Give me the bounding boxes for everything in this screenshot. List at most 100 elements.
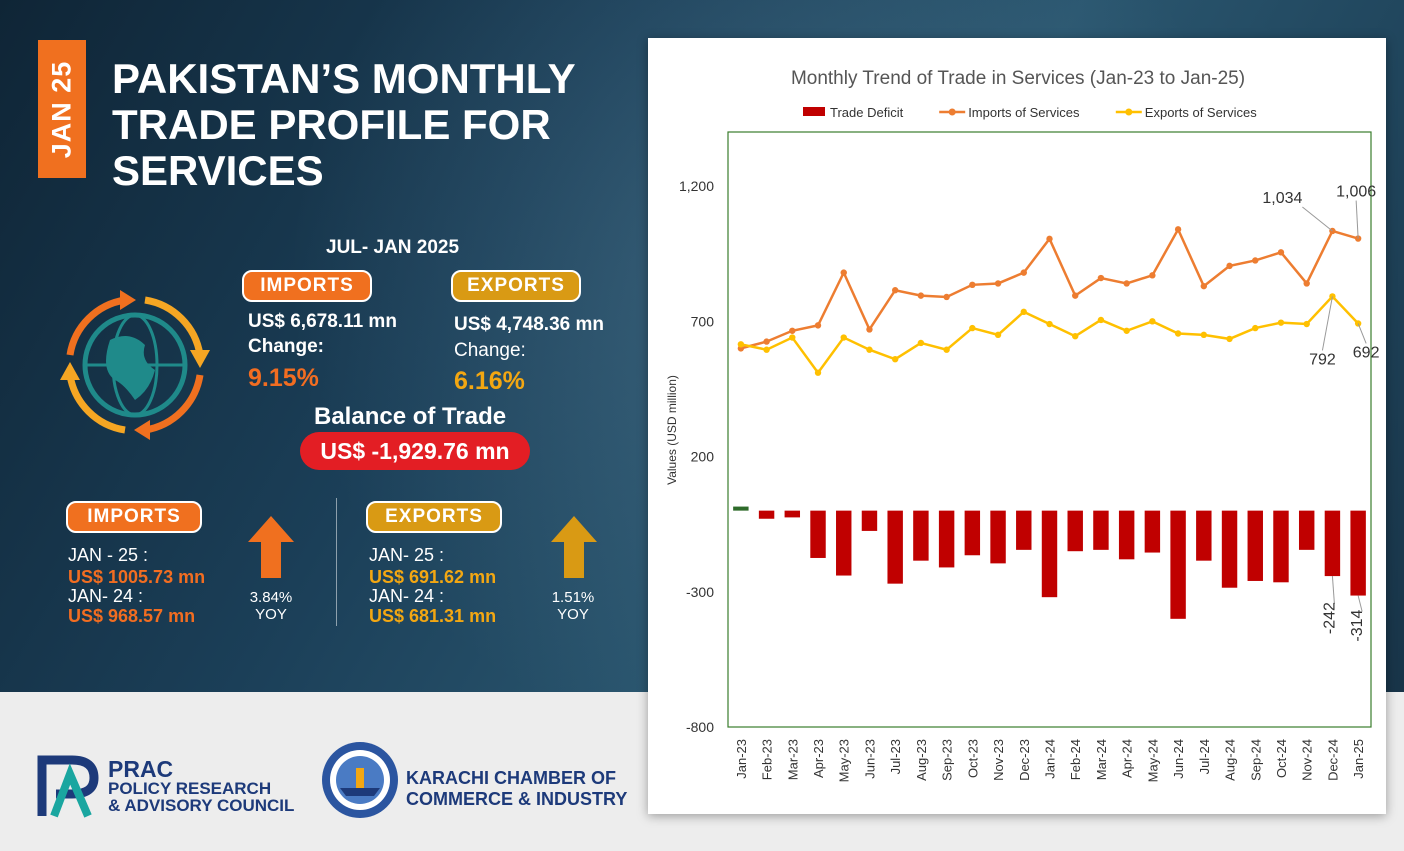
data-labels: 1,034 1,006 792 692 -242 -314	[1262, 184, 1379, 642]
legend-marker	[1125, 108, 1133, 116]
data-point	[1303, 320, 1310, 328]
deficit-bar	[1118, 510, 1135, 560]
yoy-exports-jan25-label: JAN- 25 :	[369, 545, 445, 565]
data-point	[943, 346, 950, 353]
exports-pill: EXPORTS	[451, 270, 581, 302]
data-point	[737, 341, 745, 348]
prac-name: PRAC	[108, 756, 174, 782]
x-tick-labels: Jan-23 Feb-23 Mar-23 Apr-23 May-23 Jun-23 Jul-…	[734, 739, 1366, 782]
data-point	[1046, 235, 1053, 243]
x-tick-label: May-23	[837, 739, 852, 782]
data-point	[1200, 282, 1208, 290]
data-point	[1174, 226, 1182, 233]
data-point	[1123, 327, 1130, 334]
deficit-bar	[938, 510, 955, 568]
x-tick-label: Nov-24	[1300, 739, 1315, 781]
data-label-leader	[1357, 323, 1367, 344]
data-label-leader	[1331, 576, 1335, 605]
title-line-2: TRADE PROFILE FOR	[112, 101, 551, 148]
legend-entry: Trade Deficit	[830, 105, 904, 120]
yoy-imports-jan24-label: JAN- 24 :	[68, 586, 144, 606]
data-point	[1072, 292, 1079, 299]
data-point	[763, 346, 770, 353]
data-label: 692	[1353, 344, 1380, 361]
y-tick-label: 700	[691, 313, 715, 329]
data-point	[1123, 280, 1130, 287]
x-tick-label: Oct-23	[965, 739, 980, 778]
x-tick-label: Aug-24	[1223, 739, 1238, 781]
title-line-3: SERVICES	[112, 147, 324, 194]
imports-pill: IMPORTS	[242, 270, 372, 302]
y-tick-label: 1,200	[679, 178, 714, 194]
x-tick-label: Jun-23	[862, 739, 877, 779]
deficit-bar	[990, 510, 1006, 564]
chart-legend: Trade Deficit Imports of Services Exports …	[803, 105, 1257, 120]
data-point	[840, 269, 847, 276]
data-label: 1,006	[1336, 184, 1376, 201]
x-tick-label: Sep-24	[1248, 739, 1263, 781]
deficit-bar	[1221, 510, 1238, 588]
deficit-bar	[810, 510, 826, 558]
deficit-bar	[758, 510, 775, 519]
data-point	[1277, 249, 1285, 256]
data-label-leader	[1321, 296, 1333, 351]
x-tick-label: Jun-24	[1171, 739, 1186, 779]
legend-marker	[948, 108, 956, 116]
exports-value: US$ 4,748.36 mn	[454, 314, 604, 335]
divider	[336, 498, 337, 626]
data-point	[891, 287, 899, 294]
x-tick-label: Sep-23	[940, 739, 955, 781]
data-point	[1072, 332, 1079, 340]
data-point	[1200, 331, 1208, 339]
x-tick-label: Feb-23	[760, 739, 775, 780]
x-tick-label: Oct-24	[1274, 739, 1289, 778]
x-tick-label: Aug-23	[914, 739, 929, 781]
x-tick-label: Mar-23	[785, 739, 800, 780]
up-arrow-icon	[551, 516, 597, 578]
balance-value: US$ -1,929.76 mn	[300, 432, 530, 470]
deficit-bar	[733, 506, 749, 511]
data-point	[1277, 319, 1285, 326]
x-tick-label: Jan-23	[734, 739, 749, 779]
trade-services-chart: Monthly Trend of Trade in Services (Jan-…	[665, 68, 1380, 782]
data-point	[814, 369, 822, 376]
data-point	[1046, 320, 1053, 328]
data-label: 1,034	[1262, 190, 1302, 207]
data-point	[969, 281, 976, 289]
yoy-exports-jan24-value: US$ 681.31 mn	[369, 606, 497, 626]
period-label: JUL- JAN 2025	[326, 237, 460, 258]
series-lines	[737, 226, 1362, 376]
imports-value: US$ 6,678.11 mn	[248, 311, 397, 332]
data-label: 792	[1309, 351, 1336, 368]
globe-cycle-icon	[60, 290, 210, 440]
deficit-bars	[733, 506, 1366, 619]
data-point	[994, 280, 1002, 287]
prac-line-2: & ADVISORY COUNCIL	[108, 796, 295, 815]
x-tick-label: Mar-24	[1094, 739, 1109, 780]
data-point	[1226, 335, 1233, 343]
page-title: PAKISTAN’S MONTHLY TRADE PROFILE FOR SER…	[112, 56, 632, 194]
imports-change-value: 9.15%	[248, 364, 319, 392]
yoy-exports-pct: 1.51%	[551, 589, 595, 606]
imports-change-label: Change:	[248, 336, 324, 357]
deficit-bar	[1016, 510, 1032, 550]
deficit-bar	[964, 510, 981, 556]
date-tag: JAN 25	[38, 40, 86, 178]
data-point	[1252, 324, 1259, 332]
yoy-exports-jan25-value: US$ 691.62 mn	[369, 567, 497, 587]
deficit-bar	[1196, 510, 1212, 561]
deficit-bar	[1247, 510, 1263, 581]
deficit-bar	[1041, 510, 1058, 598]
deficit-bar	[1350, 510, 1366, 596]
data-point	[866, 346, 873, 353]
deficit-bar	[1273, 510, 1289, 583]
legend-entry: Imports of Services	[968, 105, 1080, 120]
data-point	[1020, 269, 1027, 276]
data-point	[814, 322, 822, 329]
data-label: -242	[1321, 602, 1338, 634]
y-tick-label: -300	[686, 584, 714, 600]
data-point	[1226, 262, 1233, 270]
series-line	[740, 226, 1359, 350]
x-tick-label: Jan-25	[1351, 739, 1366, 779]
deficit-bar	[836, 510, 852, 576]
